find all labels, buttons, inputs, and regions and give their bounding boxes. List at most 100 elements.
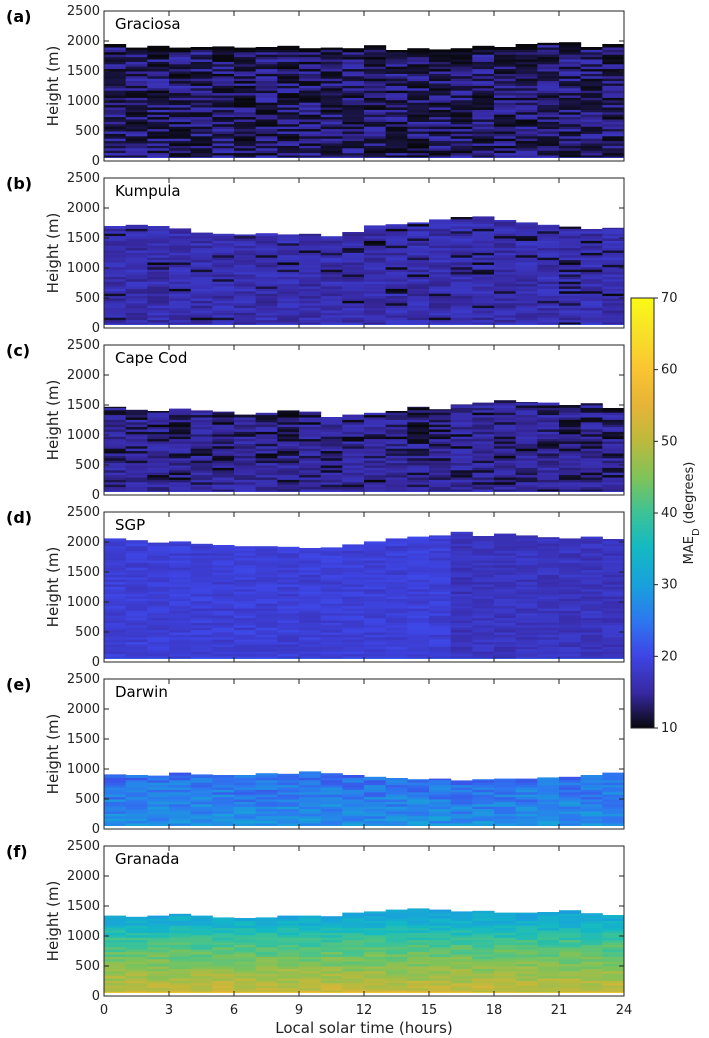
- heatmap-cell: [364, 557, 387, 561]
- heatmap-cell: [212, 83, 235, 86]
- heatmap-cell: [299, 97, 322, 101]
- heatmap-cell: [104, 658, 127, 659]
- heatmap-cell: [169, 567, 192, 571]
- heatmap-cell: [147, 472, 170, 476]
- heatmap-cell: [364, 644, 387, 647]
- heatmap-cell: [342, 75, 365, 79]
- heatmap-cell: [147, 782, 170, 786]
- heatmap-cell: [342, 247, 365, 251]
- heatmap-cell: [234, 56, 257, 60]
- heatmap-cell: [277, 419, 300, 423]
- heatmap-cell: [385, 610, 408, 614]
- heatmap-cell: [299, 307, 322, 311]
- heatmap-cell: [190, 111, 213, 115]
- heatmap-cell: [537, 49, 560, 53]
- heatmap-cell: [407, 636, 430, 640]
- heatmap-cell: [515, 126, 538, 130]
- heatmap-cell: [407, 59, 430, 62]
- heatmap-cell: [515, 226, 538, 229]
- heatmap-cell: [559, 138, 582, 142]
- heatmap-cell: [364, 634, 387, 638]
- heatmap-cell: [190, 548, 213, 551]
- heatmap-cell: [537, 545, 560, 549]
- heatmap-cell: [407, 586, 430, 590]
- heatmap-cell: [472, 102, 495, 106]
- heatmap-cell: [277, 811, 300, 814]
- heatmap-cell: [515, 818, 538, 822]
- heatmap-cell: [234, 815, 257, 819]
- heatmap-cell: [450, 438, 473, 442]
- heatmap-cell: [472, 135, 495, 139]
- heatmap-cell: [450, 276, 473, 280]
- heatmap-cell: [104, 155, 127, 158]
- heatmap-cell: [190, 567, 213, 571]
- heatmap-cell: [580, 281, 603, 285]
- heatmap-cell: [602, 443, 625, 447]
- heatmap-cell: [342, 491, 365, 492]
- heatmap-cell: [450, 80, 473, 84]
- heatmap-cell: [364, 591, 387, 595]
- heatmap-cell: [407, 123, 430, 127]
- heatmap-cell: [342, 429, 365, 432]
- heatmap-cell: [407, 75, 430, 79]
- heatmap-cell: [494, 152, 517, 156]
- heatmap-cell: [147, 557, 170, 561]
- heatmap-cell: [407, 238, 430, 241]
- heatmap-cell: [320, 429, 343, 432]
- heatmap-cell: [559, 545, 582, 549]
- heatmap-cell: [147, 73, 170, 77]
- heatmap-cell: [342, 775, 365, 778]
- heatmap-cell: [580, 811, 603, 814]
- heatmap-cell: [277, 648, 300, 652]
- heatmap-cell: [169, 63, 192, 67]
- heatmap-cell: [342, 796, 365, 800]
- heatmap-cell: [104, 966, 127, 969]
- heatmap-cell: [212, 548, 235, 551]
- heatmap-cell: [190, 92, 213, 96]
- heatmap-cell: [234, 629, 257, 633]
- heatmap-cell: [472, 789, 495, 793]
- heatmap-cell: [147, 419, 170, 423]
- heatmap-cell: [559, 109, 582, 113]
- heatmap-cell: [190, 257, 213, 261]
- heatmap-cell: [320, 591, 343, 595]
- heatmap-cell: [212, 123, 235, 127]
- heatmap-cell: [147, 278, 170, 282]
- heatmap-cell: [472, 562, 495, 566]
- heatmap-cell: [472, 656, 495, 659]
- heatmap-cell: [320, 87, 343, 91]
- heatmap-cell: [342, 95, 365, 98]
- heatmap-cell: [320, 276, 343, 280]
- heatmap-cell: [515, 274, 538, 277]
- heatmap-cell: [450, 574, 473, 578]
- heatmap-cell: [450, 429, 473, 432]
- heatmap-cell: [494, 624, 517, 628]
- heatmap-cell: [537, 145, 560, 149]
- heatmap-cell: [494, 543, 517, 547]
- heatmap-cell: [602, 262, 625, 265]
- heatmap-cell: [580, 782, 603, 786]
- heatmap-cell: [537, 644, 560, 647]
- heatmap-cell: [104, 140, 127, 144]
- heatmap-cell: [190, 552, 213, 556]
- heatmap-cell: [429, 293, 452, 297]
- heatmap-cell: [494, 462, 517, 466]
- heatmap-cell: [320, 612, 343, 616]
- heatmap-cell: [559, 226, 582, 229]
- heatmap-cell: [602, 574, 625, 578]
- heatmap-cell: [255, 250, 278, 253]
- heatmap-cell: [342, 419, 365, 423]
- heatmap-cell: [580, 80, 603, 84]
- heatmap-cell: [169, 429, 192, 432]
- heatmap-cell: [212, 615, 235, 619]
- heatmap-cell: [320, 288, 343, 292]
- heatmap-cell: [515, 128, 538, 132]
- heatmap-cell: [494, 455, 517, 459]
- heatmap-cell: [580, 245, 603, 249]
- heatmap-cell: [125, 823, 148, 826]
- heatmap-cell: [299, 799, 322, 802]
- heatmap-cell: [537, 95, 560, 98]
- heatmap-cell: [364, 295, 387, 299]
- heatmap-cell: [320, 266, 343, 270]
- heatmap-cell: [169, 71, 192, 74]
